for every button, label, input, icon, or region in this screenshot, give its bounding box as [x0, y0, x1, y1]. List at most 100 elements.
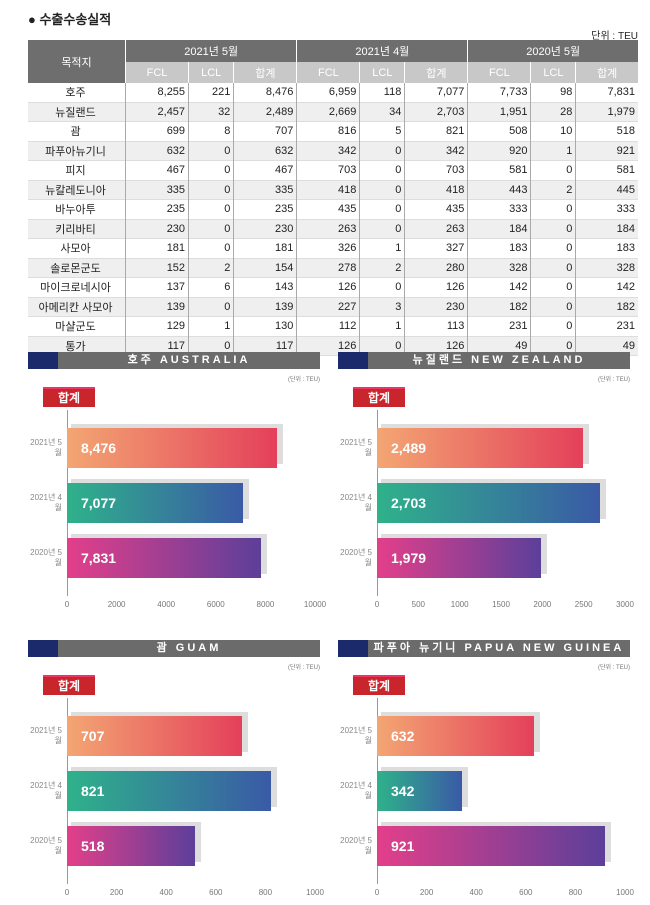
data-label: 821 — [81, 783, 105, 799]
chart-title: 파푸아 뉴기니 PAPUA NEW GUINEA — [373, 642, 625, 654]
chart-panel: 뉴질랜드 NEW ZEALAND (단위 : TEU) 합계 2,489 202… — [338, 352, 634, 612]
value-cell: 139 — [124, 297, 189, 317]
total-tag: 합계 — [43, 675, 95, 695]
value-cell: 0 — [530, 336, 576, 356]
value-cell: 117 — [124, 336, 189, 356]
value-cell: 263 — [404, 219, 468, 239]
value-cell: 126 — [404, 277, 468, 297]
section-title: ● 수출수송실적 — [28, 12, 112, 27]
chart-title-bar: 괌 GUAM — [28, 640, 320, 657]
dest-header: 목적지 — [28, 40, 126, 83]
chart-title: 뉴질랜드 NEW ZEALAND — [412, 354, 586, 366]
value-cell: 230 — [233, 219, 297, 239]
x-tick-label: 0 — [374, 888, 380, 897]
value-cell: 443 — [467, 180, 531, 200]
value-cell: 0 — [530, 219, 576, 239]
value-cell: 1,979 — [575, 102, 638, 122]
destination-cell: 마샬군도 — [55, 321, 96, 334]
value-cell: 280 — [404, 258, 468, 278]
flag-icon — [338, 640, 368, 657]
table-row: 솔로몬군도 152 2 154 278 2 280 328 0 328 — [28, 258, 638, 278]
value-cell: 118 — [359, 83, 405, 102]
value-cell: 126 — [404, 336, 468, 356]
value-cell: 5 — [359, 121, 405, 141]
sub-header: FCL — [467, 62, 531, 83]
value-cell: 126 — [296, 336, 360, 356]
sub-header: FCL — [296, 62, 360, 83]
sub-header: 합계 — [575, 62, 638, 83]
value-cell: 0 — [359, 219, 405, 239]
value-cell: 0 — [188, 336, 234, 356]
value-cell: 32 — [188, 102, 234, 122]
value-cell: 113 — [404, 316, 468, 336]
value-cell: 707 — [233, 121, 297, 141]
flag-icon — [28, 352, 58, 369]
value-cell: 8,476 — [233, 83, 297, 102]
table-row: 사모아 181 0 181 326 1 327 183 0 183 — [28, 238, 638, 258]
value-cell: 632 — [124, 141, 189, 161]
value-cell: 112 — [296, 316, 360, 336]
value-cell: 230 — [124, 219, 189, 239]
value-cell: 2 — [359, 258, 405, 278]
value-cell: 342 — [296, 141, 360, 161]
flag-icon — [28, 640, 58, 657]
flag-icon — [338, 352, 368, 369]
value-cell: 181 — [233, 238, 297, 258]
value-cell: 1 — [359, 238, 405, 258]
sub-header: LCL — [359, 62, 405, 83]
value-cell: 182 — [575, 297, 638, 317]
table-row: 마샬군도 129 1 130 112 1 113 231 0 231 — [28, 316, 638, 336]
value-cell: 703 — [404, 160, 468, 180]
sub-header: FCL — [124, 62, 189, 83]
x-tick-label: 1000 — [306, 888, 324, 897]
value-cell: 467 — [233, 160, 297, 180]
value-cell: 28 — [530, 102, 576, 122]
value-cell: 184 — [467, 219, 531, 239]
data-label: 8,476 — [81, 440, 117, 456]
value-cell: 0 — [359, 180, 405, 200]
value-cell: 581 — [467, 160, 531, 180]
value-cell: 8,255 — [124, 83, 189, 102]
chart-unit: (단위 : TEU) — [597, 665, 630, 671]
value-cell: 10 — [530, 121, 576, 141]
sub-header: LCL — [530, 62, 576, 83]
data-label: 1,979 — [391, 550, 427, 566]
category-label: 2021년 4월 — [30, 781, 62, 800]
value-cell: 435 — [404, 199, 468, 219]
bar: 518 — [67, 826, 196, 866]
x-tick-label: 500 — [411, 600, 426, 609]
category-label: 2021년 4월 — [30, 493, 62, 512]
destination-cell: 마이크로네시아 — [40, 282, 111, 295]
category-label: 2021년 4월 — [340, 493, 372, 512]
x-tick-label: 0 — [374, 600, 380, 609]
bar: 2,489 — [377, 428, 583, 468]
value-cell: 126 — [296, 277, 360, 297]
unit-label: 단위 : TEU — [591, 31, 638, 42]
table-row: 뉴칼레도니아 335 0 335 418 0 418 443 2 445 — [28, 180, 638, 200]
value-cell: 130 — [233, 316, 297, 336]
x-tick-label: 2000 — [533, 600, 552, 609]
chart-panel: 괌 GUAM (단위 : TEU) 합계 707 2021년 5월 821 20… — [28, 640, 324, 900]
value-cell: 221 — [188, 83, 234, 102]
value-cell: 328 — [575, 258, 638, 278]
value-cell: 98 — [530, 83, 576, 102]
data-label: 921 — [391, 838, 415, 854]
destination-cell: 통가 — [28, 336, 126, 356]
chart-unit: (단위 : TEU) — [287, 665, 320, 671]
value-cell: 137 — [124, 277, 189, 297]
value-cell: 333 — [575, 199, 638, 219]
value-cell: 142 — [467, 277, 531, 297]
period-header: 2021년 5월 — [124, 40, 297, 62]
chart-panel: 호주 AUSTRALIA (단위 : TEU) 합계 8,476 2021년 5… — [28, 352, 326, 612]
value-cell: 0 — [188, 160, 234, 180]
value-cell: 2 — [530, 180, 576, 200]
x-tick-label: 800 — [568, 888, 583, 897]
period-header: 2020년 5월 — [467, 40, 638, 62]
value-cell: 703 — [296, 160, 360, 180]
value-cell: 2,457 — [124, 102, 189, 122]
destination-cell: 뉴질랜드 — [28, 102, 126, 122]
table-row: 키리바티 230 0 230 263 0 263 184 0 184 — [28, 219, 638, 239]
data-label: 2,489 — [391, 440, 427, 456]
value-cell: 0 — [188, 180, 234, 200]
value-cell: 182 — [467, 297, 531, 317]
